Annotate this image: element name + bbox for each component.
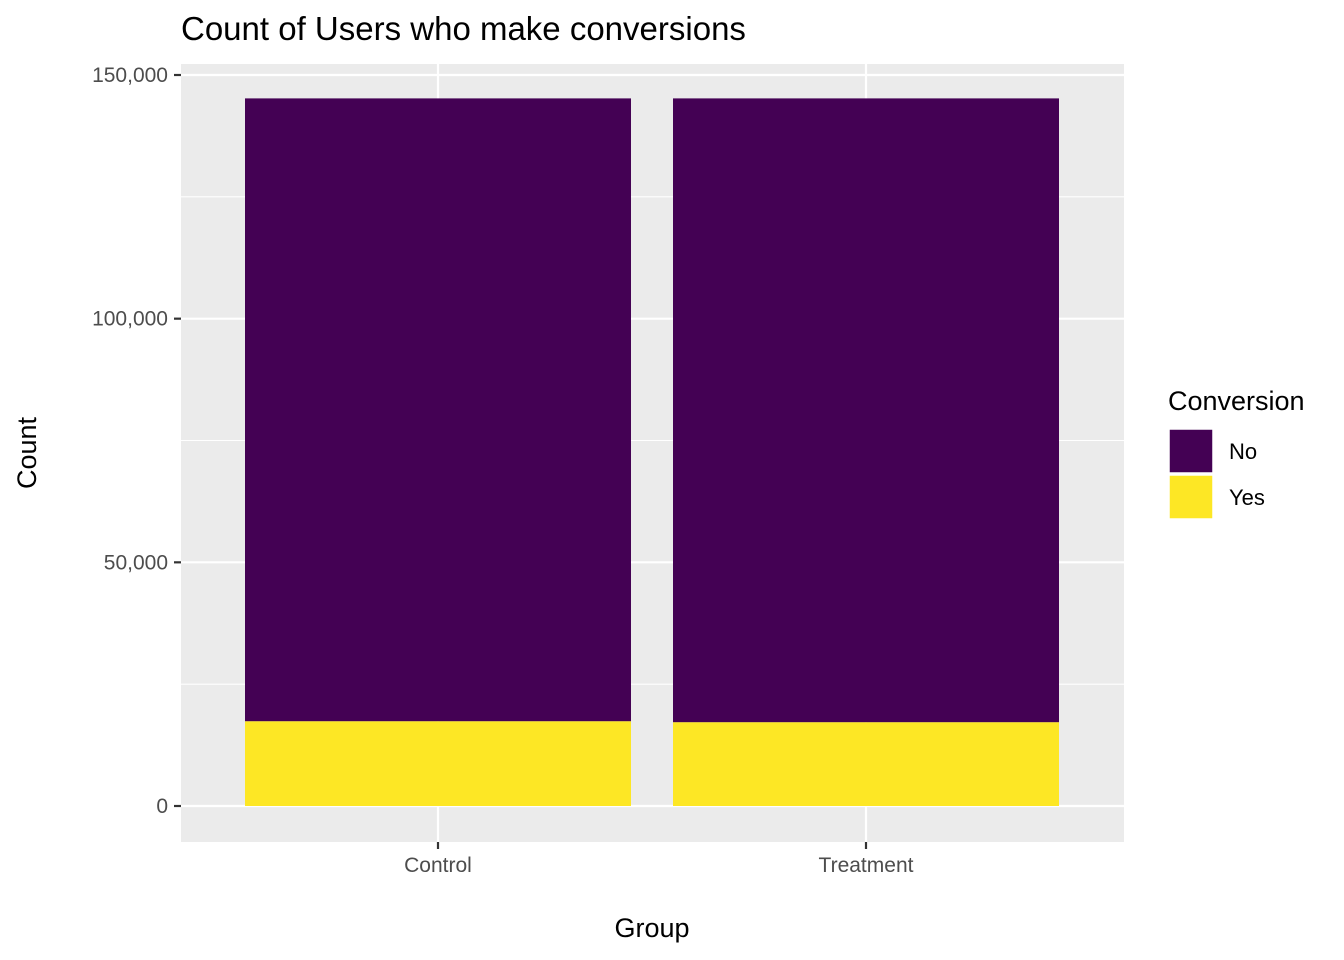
x-tick-label: Control	[404, 854, 472, 877]
legend-label-yes: Yes	[1229, 485, 1265, 510]
legend-key-no	[1168, 428, 1214, 474]
x-axis-title: Group	[614, 913, 689, 943]
legend-key-yes	[1168, 474, 1214, 520]
y-axis-title: Count	[12, 416, 42, 489]
y-axis: 0 50,000 100,000 150,000	[92, 64, 181, 818]
legend-title: Conversion	[1168, 386, 1305, 416]
bar-treatment-yes	[673, 722, 1059, 806]
legend-label-no: No	[1229, 439, 1257, 464]
x-axis: Control Treatment	[404, 842, 914, 877]
bar-control-yes	[245, 721, 631, 806]
bar-control-no	[245, 98, 631, 722]
y-tick-label: 150,000	[92, 64, 168, 87]
x-tick-label: Treatment	[819, 854, 914, 877]
y-tick-label: 50,000	[104, 551, 168, 574]
chart-title: Count of Users who make conversions	[181, 10, 746, 47]
legend-items: No Yes	[1168, 428, 1265, 520]
bars	[245, 98, 1059, 806]
legend: Conversion No Yes	[1168, 386, 1305, 520]
y-tick-label: 0	[156, 795, 168, 818]
y-tick-label: 100,000	[92, 308, 168, 331]
bar-treatment-no	[673, 98, 1059, 723]
